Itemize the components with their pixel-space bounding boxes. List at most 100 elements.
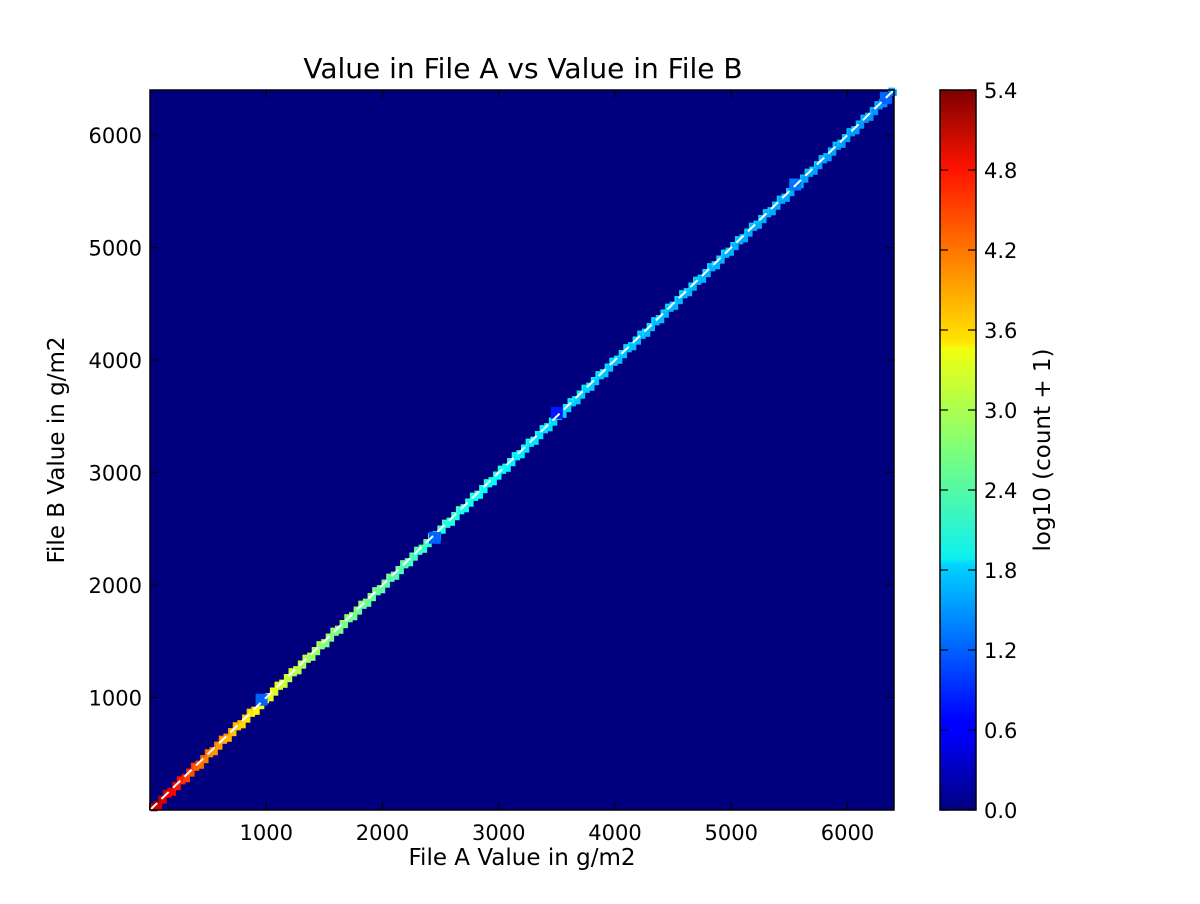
x-tick-label: 1000 [240,821,293,845]
heatmap-cell [597,372,604,380]
heatmap-cell [341,621,349,629]
heatmap-cell [187,770,195,777]
heatmap-cell [452,513,460,521]
colorbar-tick-label: 2.4 [984,479,1017,503]
colorbar-tick-label: 4.8 [984,159,1017,183]
heatmap-cell [201,756,209,764]
x-axis-label: File A Value in g/m2 [409,845,636,871]
heatmap-cell [239,721,246,729]
heatmap-cell [490,478,497,486]
x-tick-label: 3000 [472,821,525,845]
heatmap-cell [299,662,307,669]
heatmap-cell [876,102,883,110]
heatmap-cell [569,399,576,407]
heatmap-cell [573,397,581,405]
x-axis-ticks: 1000 2000 3000 4000 5000 6000 [240,90,874,845]
heatmap-cell [727,249,734,256]
heatmap-cell [173,783,181,791]
heatmap-cell [266,694,274,702]
heatmap-cell [401,561,409,569]
chart-title: Value in File A vs Value in File B [303,52,742,85]
heatmap-cell [253,708,260,715]
heatmap-cell [578,392,586,399]
heatmap-cell [206,750,214,758]
heatmap-cell [169,789,176,796]
heatmap-cell [522,446,530,453]
heatmap-cell [662,311,669,318]
heatmap-cell [834,143,841,150]
heatmap-cell [518,451,525,459]
heatmap-cell [550,406,563,419]
heatmap-cell [508,459,516,467]
heatmap-cell [248,710,256,717]
heatmap-cell [243,716,251,723]
colorbar-tick-label: 5.4 [984,79,1017,103]
heatmap-cell [843,135,851,143]
heatmap-cell [801,176,809,183]
heatmap-cell [234,723,242,731]
heatmap-cell [480,486,488,494]
heatmap-cell [164,791,172,798]
heatmap-cell [215,743,223,750]
heatmap-cell [820,156,827,164]
heatmap-cell [611,359,618,366]
heatmap-cell [848,129,855,137]
heatmap-cell [708,264,716,272]
heatmap-cell [545,424,553,432]
heatmap-cell [815,162,823,170]
colorbar-tick-label: 3.0 [984,399,1017,423]
heatmap-cell [294,667,302,675]
x-tick-label: 2000 [356,821,409,845]
heatmap-cell [811,168,818,175]
heatmap-cell [471,494,479,501]
heatmap-cell [750,224,758,231]
heatmap-cell [778,197,786,204]
heatmap-cell [862,116,869,123]
heatmap-cell [257,702,265,710]
heatmap-cell [285,675,293,683]
heatmap-cell [155,802,163,810]
heatmap-cell [852,127,860,135]
heatmap-cell [439,527,446,534]
colorbar-tick-label: 0.0 [984,799,1017,823]
heatmap-cell [564,405,572,413]
heatmap-cell [466,500,474,507]
heatmap-cell [773,203,781,210]
heatmap-cell [638,332,646,339]
heatmap-cell [652,318,660,326]
heatmap-cell [759,216,767,224]
heatmap-cell [192,764,200,771]
heatmap-cell [541,426,548,434]
y-tick-label: 1000 [89,687,142,711]
heatmap-cell [694,278,702,285]
heatmap-cell [457,507,465,515]
heatmap-cell [704,270,711,278]
heatmap-cell [255,693,268,706]
colorbar-label: log10 (count + 1) [1030,348,1056,551]
heatmap-cell [494,473,502,480]
heatmap-cell [373,588,381,596]
heatmap-cell [769,208,776,216]
heatmap-cell [364,600,372,607]
heatmap-cell [587,384,595,391]
heatmap-cell [392,573,400,580]
heatmap-cell [718,257,725,264]
heatmap-cell [350,613,358,621]
y-axis-ticks: 1000 2000 3000 4000 5000 6000 [89,124,894,711]
y-tick-label: 3000 [89,462,142,486]
heatmap-cell [308,654,316,661]
y-tick-label: 4000 [89,349,142,373]
heatmap-cell [690,284,697,291]
heatmap-cell [318,642,325,650]
heatmap-cell [476,492,483,499]
y-axis-label: File B Value in g/m2 [44,336,70,563]
heatmap-cell [866,114,874,121]
heatmap-cell [225,735,232,742]
heatmap-cell [271,689,279,696]
heatmap-cell [532,438,539,445]
heatmap-cell [755,222,762,229]
heatmap-cell [722,251,730,258]
heatmap-cell [634,338,641,345]
heatmap-cell [313,648,321,656]
